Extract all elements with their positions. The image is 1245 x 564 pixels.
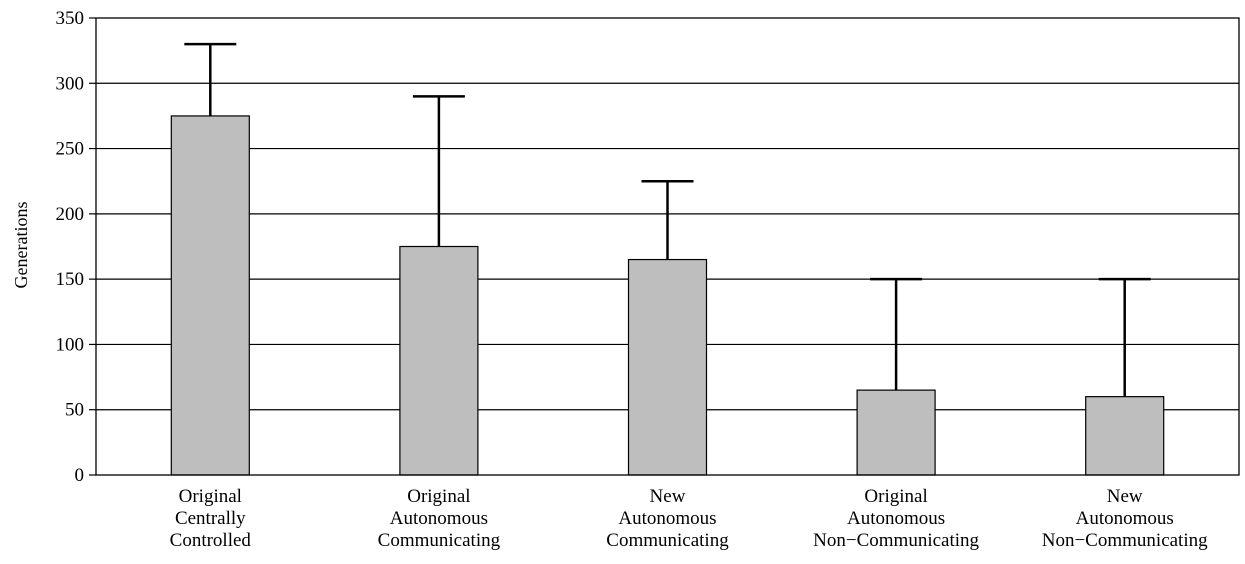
- y-tick-label: 300: [56, 73, 85, 94]
- category-label-line: Communicating: [606, 530, 729, 551]
- category-label-line: Autonomous: [390, 508, 488, 529]
- bar: [627, 258, 708, 476]
- category-label-line: Controlled: [170, 530, 252, 551]
- category-label: New Autonomous Communicating: [606, 486, 729, 551]
- category-label-line: Original: [179, 486, 242, 507]
- y-axis-label: Generations: [11, 202, 31, 289]
- error-bars: [184, 42, 1151, 397]
- bars: [170, 115, 1165, 476]
- y-tick-label: 0: [75, 465, 85, 486]
- category-label-line: Non−Communicating: [813, 530, 979, 551]
- y-axis-ticks: 0 50 100 150 200 250 300 350: [56, 8, 96, 486]
- y-tick-label: 350: [56, 8, 85, 29]
- category-label: Original Autonomous Non−Communicating: [813, 486, 979, 551]
- category-label-line: Original: [407, 486, 470, 507]
- category-label-line: New: [1107, 486, 1143, 507]
- y-tick-label: 50: [65, 400, 84, 421]
- category-label-line: Original: [864, 486, 927, 507]
- y-tick-label: 200: [56, 204, 85, 225]
- category-label-line: Communicating: [378, 530, 501, 551]
- bar: [1085, 396, 1165, 476]
- category-label: New Autonomous Non−Communicating: [1042, 486, 1208, 551]
- category-label: Original Autonomous Communicating: [378, 486, 501, 551]
- category-label-line: Autonomous: [1076, 508, 1174, 529]
- y-tick-label: 150: [56, 269, 85, 290]
- category-label-line: Centrally: [175, 508, 246, 529]
- bar: [170, 115, 250, 476]
- category-label-line: Autonomous: [847, 508, 945, 529]
- y-tick-label: 100: [56, 334, 85, 355]
- bar: [399, 245, 479, 476]
- category-label-line: Non−Communicating: [1042, 530, 1208, 551]
- category-label-line: New: [650, 486, 686, 507]
- category-label-line: Autonomous: [618, 508, 716, 529]
- plot-area-frame: [95, 17, 1240, 476]
- y-tick-label: 250: [56, 139, 85, 160]
- bar: [856, 389, 936, 476]
- category-label: Original Centrally Controlled: [170, 486, 252, 551]
